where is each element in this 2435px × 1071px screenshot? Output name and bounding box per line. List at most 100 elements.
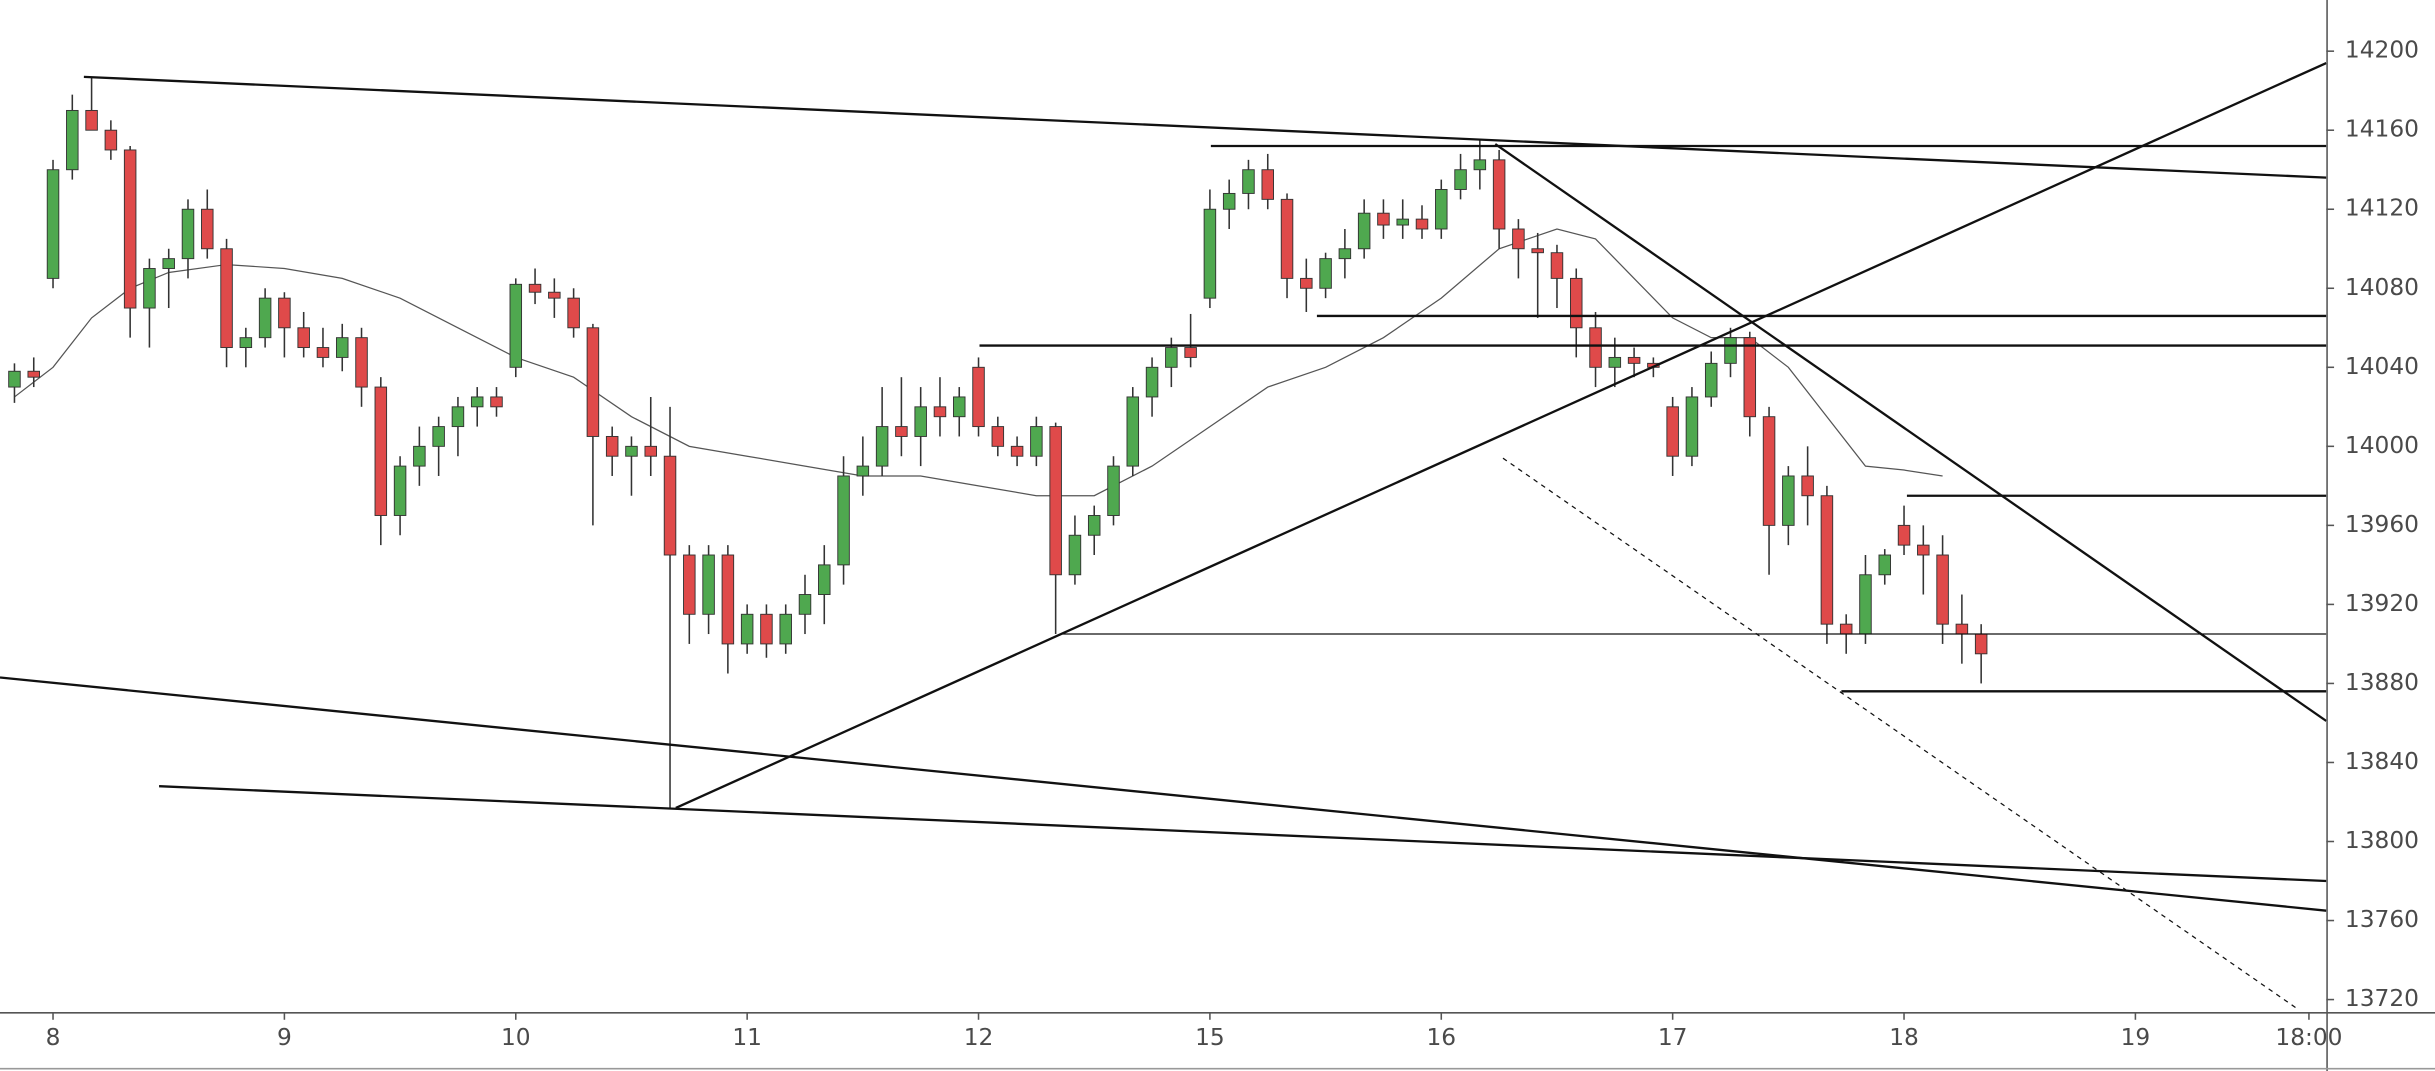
candle-body — [1550, 252, 1564, 279]
y-tick-label: 13920 — [2345, 590, 2419, 617]
candle-body — [1242, 169, 1255, 194]
candle-body — [393, 465, 407, 516]
candle-body — [509, 283, 523, 368]
candle-body — [914, 406, 927, 437]
x-tick-label: 9 — [277, 1024, 292, 1051]
candle-body — [567, 297, 580, 329]
candle-body — [1357, 212, 1371, 250]
candle-body — [1473, 159, 1487, 171]
trend-line — [1494, 143, 2327, 722]
candle-body — [702, 554, 715, 615]
candle-body — [1319, 258, 1332, 289]
candle-body — [1049, 426, 1062, 576]
candle-body — [1569, 277, 1583, 329]
y-tick-label: 14080 — [2345, 274, 2419, 301]
candle-body — [278, 297, 291, 329]
candle-body — [1531, 248, 1544, 254]
candle-body — [1415, 218, 1429, 230]
candle-body — [1762, 416, 1776, 526]
x-tick-label: 10 — [501, 1024, 531, 1051]
candle-body — [1974, 633, 1988, 655]
candle-body — [1685, 396, 1699, 457]
candle-body — [837, 475, 850, 566]
x-tick-label: 17 — [1658, 1024, 1688, 1051]
candle-body — [1704, 362, 1718, 398]
candle-body — [143, 268, 156, 309]
x-tick-label: 16 — [1426, 1024, 1456, 1051]
trend-line — [1502, 457, 2299, 1010]
candle-body — [220, 248, 233, 349]
candle-body — [470, 396, 484, 408]
x-tick-label: 12 — [964, 1024, 994, 1051]
candle-body — [1512, 228, 1525, 250]
x-tick-label: 11 — [732, 1024, 762, 1051]
candle-body — [355, 337, 368, 388]
candle-body — [1338, 248, 1352, 260]
candle-body — [46, 169, 60, 279]
candle-body — [933, 406, 947, 418]
candle-body — [1724, 337, 1737, 364]
candle-body — [779, 613, 792, 645]
candle-body — [66, 109, 79, 171]
candle-body — [528, 283, 542, 293]
candle-body — [895, 426, 908, 437]
candle-body — [1492, 159, 1506, 230]
axes: 13720 13760 13800 13840 13880 13920 13960 14000… — [46, 37, 2419, 1051]
candle-body — [952, 396, 966, 418]
candle-body — [432, 426, 445, 447]
x-tick-label: 15 — [1195, 1024, 1225, 1051]
x-tick-label: 18 — [1889, 1024, 1919, 1051]
candle-body — [856, 465, 870, 477]
candle-body — [1222, 192, 1236, 210]
candle-body — [663, 455, 677, 556]
trend-line — [0, 676, 2327, 912]
candle-body — [972, 366, 985, 428]
candle-body — [27, 370, 40, 378]
candle-body — [818, 564, 831, 595]
candle-body — [162, 258, 175, 269]
candle-body — [1280, 198, 1294, 279]
candle-body — [1184, 347, 1197, 358]
candle-body — [413, 445, 426, 467]
candle-body — [1435, 189, 1448, 230]
candle-body — [104, 129, 118, 151]
candle-body — [1666, 406, 1679, 457]
candle-body — [316, 347, 330, 358]
y-tick-label: 13720 — [2345, 985, 2419, 1012]
candle-body — [605, 435, 619, 457]
candle-body — [1300, 277, 1313, 289]
candle-body — [258, 297, 272, 339]
candle-body — [1126, 396, 1140, 467]
trend-line — [159, 785, 2327, 883]
candle-body — [1878, 554, 1892, 576]
candle-body — [1087, 515, 1101, 536]
candle-body — [8, 370, 21, 388]
candle-body — [1917, 544, 1930, 556]
y-tick-label: 13760 — [2345, 906, 2419, 933]
candle-body — [740, 613, 754, 645]
candle-body — [1377, 212, 1390, 226]
candle-body — [798, 594, 812, 615]
moving-average — [14, 228, 1943, 497]
candle-body — [1743, 337, 1757, 418]
candle-body — [201, 208, 214, 250]
candle-body — [1627, 356, 1641, 364]
candle-body — [644, 445, 657, 457]
candle-body — [1589, 327, 1602, 368]
trend-line — [675, 61, 2327, 809]
candle-body — [1801, 475, 1814, 497]
candle-body — [1608, 356, 1622, 368]
candle-body — [1936, 554, 1949, 625]
candle-body — [1859, 574, 1872, 635]
candle-body — [1010, 445, 1024, 457]
y-tick-label: 14000 — [2345, 432, 2419, 459]
y-tick-label: 13840 — [2345, 748, 2419, 775]
candle-body — [239, 337, 253, 349]
candle-body — [1203, 208, 1217, 299]
y-tick-label: 14200 — [2345, 37, 2419, 64]
y-tick-label: 13800 — [2345, 827, 2419, 854]
candle-body — [625, 445, 638, 457]
candle-body — [123, 149, 137, 309]
candle-body — [181, 208, 195, 260]
